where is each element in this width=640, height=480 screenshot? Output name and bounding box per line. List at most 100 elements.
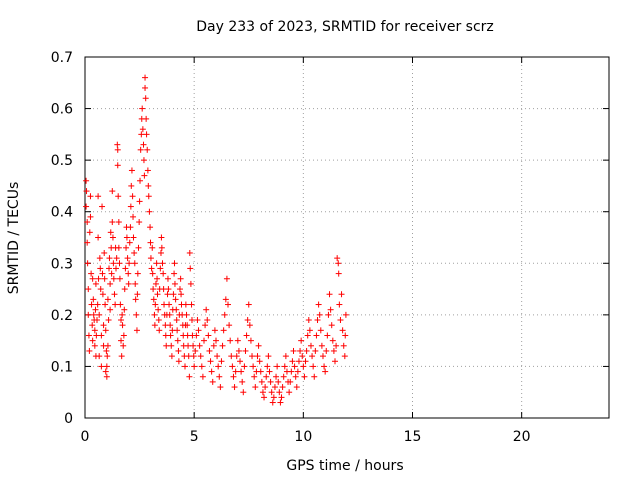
chart-title: Day 233 of 2023, SRMTID for receiver scr… <box>196 19 494 35</box>
data-point <box>108 270 115 277</box>
data-point <box>233 353 240 360</box>
data-point <box>213 337 219 344</box>
data-point <box>303 347 310 354</box>
data-point <box>84 260 91 267</box>
data-point <box>187 280 194 287</box>
data-point <box>183 311 190 318</box>
data-point <box>94 317 101 324</box>
data-point <box>141 172 148 179</box>
data-point <box>85 286 92 293</box>
y-axis-label: SRMTID / TECUs <box>6 182 22 295</box>
data-point <box>239 378 246 385</box>
data-point <box>187 265 194 272</box>
data-point <box>135 244 142 251</box>
data-point <box>166 301 173 308</box>
data-point <box>126 239 133 246</box>
data-point <box>223 275 230 282</box>
y-tick-label: 0.2 <box>51 308 73 324</box>
data-point <box>298 337 305 344</box>
data-point <box>106 255 113 262</box>
data-point <box>163 342 170 349</box>
data-point <box>257 368 264 375</box>
data-point <box>147 224 154 231</box>
data-point <box>103 347 110 354</box>
data-point <box>266 368 273 375</box>
data-point <box>96 255 103 262</box>
data-point <box>333 342 340 349</box>
data-point <box>287 378 294 385</box>
data-point <box>312 347 319 354</box>
data-point <box>118 317 125 324</box>
data-point <box>151 322 158 329</box>
data-point <box>225 301 232 308</box>
data-point <box>115 219 122 226</box>
data-point <box>271 384 278 391</box>
data-point <box>157 265 164 272</box>
data-point <box>199 373 206 380</box>
data-point <box>153 260 160 267</box>
data-point <box>202 322 209 329</box>
data-point <box>133 327 140 334</box>
data-point <box>164 275 171 282</box>
data-point <box>100 322 107 329</box>
data-point <box>154 275 161 282</box>
data-point <box>104 342 111 349</box>
data-point <box>146 208 153 215</box>
data-point <box>326 291 333 298</box>
data-point <box>103 363 110 370</box>
data-point <box>151 311 158 318</box>
data-point <box>205 332 212 339</box>
data-point <box>277 399 284 406</box>
data-point <box>102 301 109 308</box>
data-point <box>147 255 154 262</box>
data-point <box>138 131 145 138</box>
data-point <box>148 265 155 272</box>
data-point <box>116 275 123 282</box>
data-point <box>255 342 262 349</box>
data-point <box>270 394 277 401</box>
data-point <box>209 378 216 385</box>
data-point <box>226 322 233 329</box>
data-point <box>150 296 157 303</box>
data-point <box>269 399 276 406</box>
data-point <box>190 342 197 349</box>
data-point <box>136 198 143 205</box>
data-point <box>293 384 300 391</box>
data-point <box>173 317 180 324</box>
data-point <box>198 363 205 370</box>
data-point <box>276 389 283 396</box>
data-point <box>87 213 94 220</box>
data-point <box>91 342 98 349</box>
data-point <box>338 291 345 298</box>
y-tick-label: 0.6 <box>51 102 73 118</box>
data-point <box>152 280 159 287</box>
data-point <box>154 291 161 298</box>
data-point <box>191 363 198 370</box>
data-point <box>106 265 113 272</box>
data-point <box>133 311 140 318</box>
y-tick-label: 0.4 <box>51 205 73 221</box>
data-point <box>171 270 178 277</box>
data-point <box>113 265 120 272</box>
data-point <box>160 270 167 277</box>
data-point <box>291 363 298 370</box>
x-tick-label: 15 <box>404 429 422 445</box>
y-tick-label: 0.5 <box>51 153 73 169</box>
data-point <box>120 332 127 339</box>
data-point <box>87 193 94 200</box>
data-point <box>158 244 165 251</box>
data-point <box>88 270 95 277</box>
data-point <box>101 249 108 256</box>
data-point <box>91 327 98 334</box>
data-point <box>84 219 91 226</box>
data-point <box>330 347 337 354</box>
data-point <box>137 146 144 153</box>
data-point <box>130 213 137 220</box>
data-point <box>159 260 166 267</box>
data-point <box>335 260 342 267</box>
data-point <box>192 347 199 354</box>
data-point <box>175 347 182 354</box>
data-point <box>292 373 299 380</box>
data-point <box>125 280 132 287</box>
data-point <box>166 311 173 318</box>
